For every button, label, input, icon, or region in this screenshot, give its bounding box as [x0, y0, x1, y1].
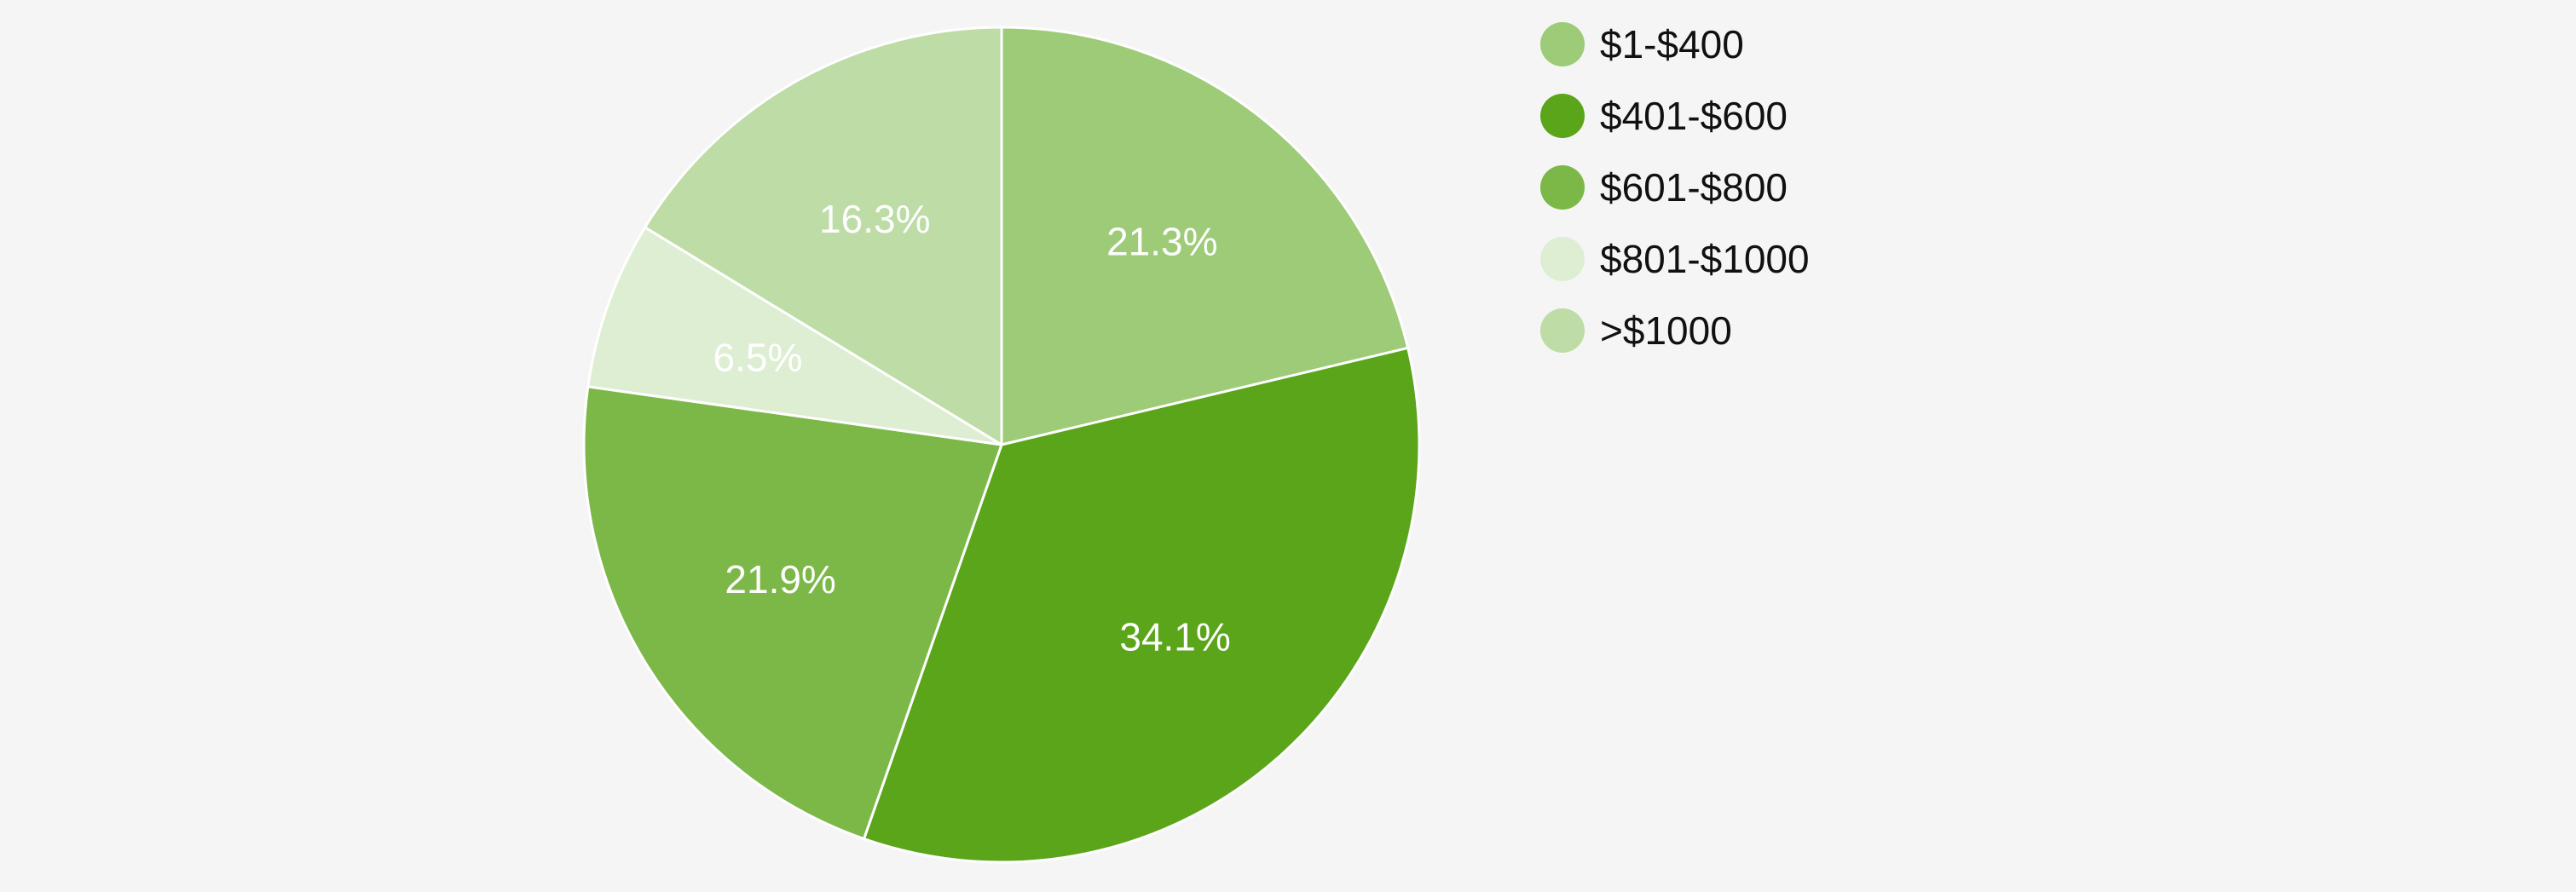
- slice-value-label: 21.3%: [1106, 220, 1217, 264]
- legend-item-601-800[interactable]: $601-$800: [1540, 165, 1788, 210]
- legend-swatch: [1540, 165, 1585, 210]
- pie-slice-401-600[interactable]: [863, 346, 1421, 864]
- legend-item-401-600[interactable]: $401-$600: [1540, 94, 1788, 138]
- pie-slice-1-400[interactable]: [1000, 26, 1410, 446]
- legend-label: $601-$800: [1600, 165, 1788, 210]
- legend-label: $1-$400: [1600, 22, 1744, 66]
- pie-slice-801-1000[interactable]: [586, 226, 1003, 446]
- legend-item-801-1000[interactable]: $801-$1000: [1540, 237, 1810, 281]
- legend-label: >$1000: [1600, 308, 1732, 353]
- slice-value-label: 34.1%: [1119, 614, 1230, 659]
- legend-swatch: [1540, 237, 1585, 281]
- pie-slice-601-800[interactable]: [582, 385, 1003, 841]
- slice-value-label: 21.9%: [725, 557, 835, 601]
- legend-label: $401-$600: [1600, 94, 1788, 138]
- legend-swatch: [1540, 22, 1585, 66]
- pie-slices: [582, 26, 1421, 864]
- legend-item-1-400[interactable]: $1-$400: [1540, 22, 1744, 66]
- pie-slice-1000[interactable]: [644, 26, 1003, 446]
- legend-label: $801-$1000: [1600, 237, 1810, 281]
- slice-value-label: 16.3%: [819, 197, 930, 241]
- legend-swatch: [1540, 94, 1585, 138]
- legend-item-1000[interactable]: >$1000: [1540, 308, 1732, 353]
- pie-labels: 21.3% 34.1% 21.9% 6.5% 16.3%: [713, 197, 1231, 659]
- legend-swatch: [1540, 308, 1585, 353]
- legend: $1-$400 $401-$600 $601-$800 $801-$1000 >$100…: [1540, 22, 1810, 353]
- slice-value-label: 6.5%: [713, 336, 803, 380]
